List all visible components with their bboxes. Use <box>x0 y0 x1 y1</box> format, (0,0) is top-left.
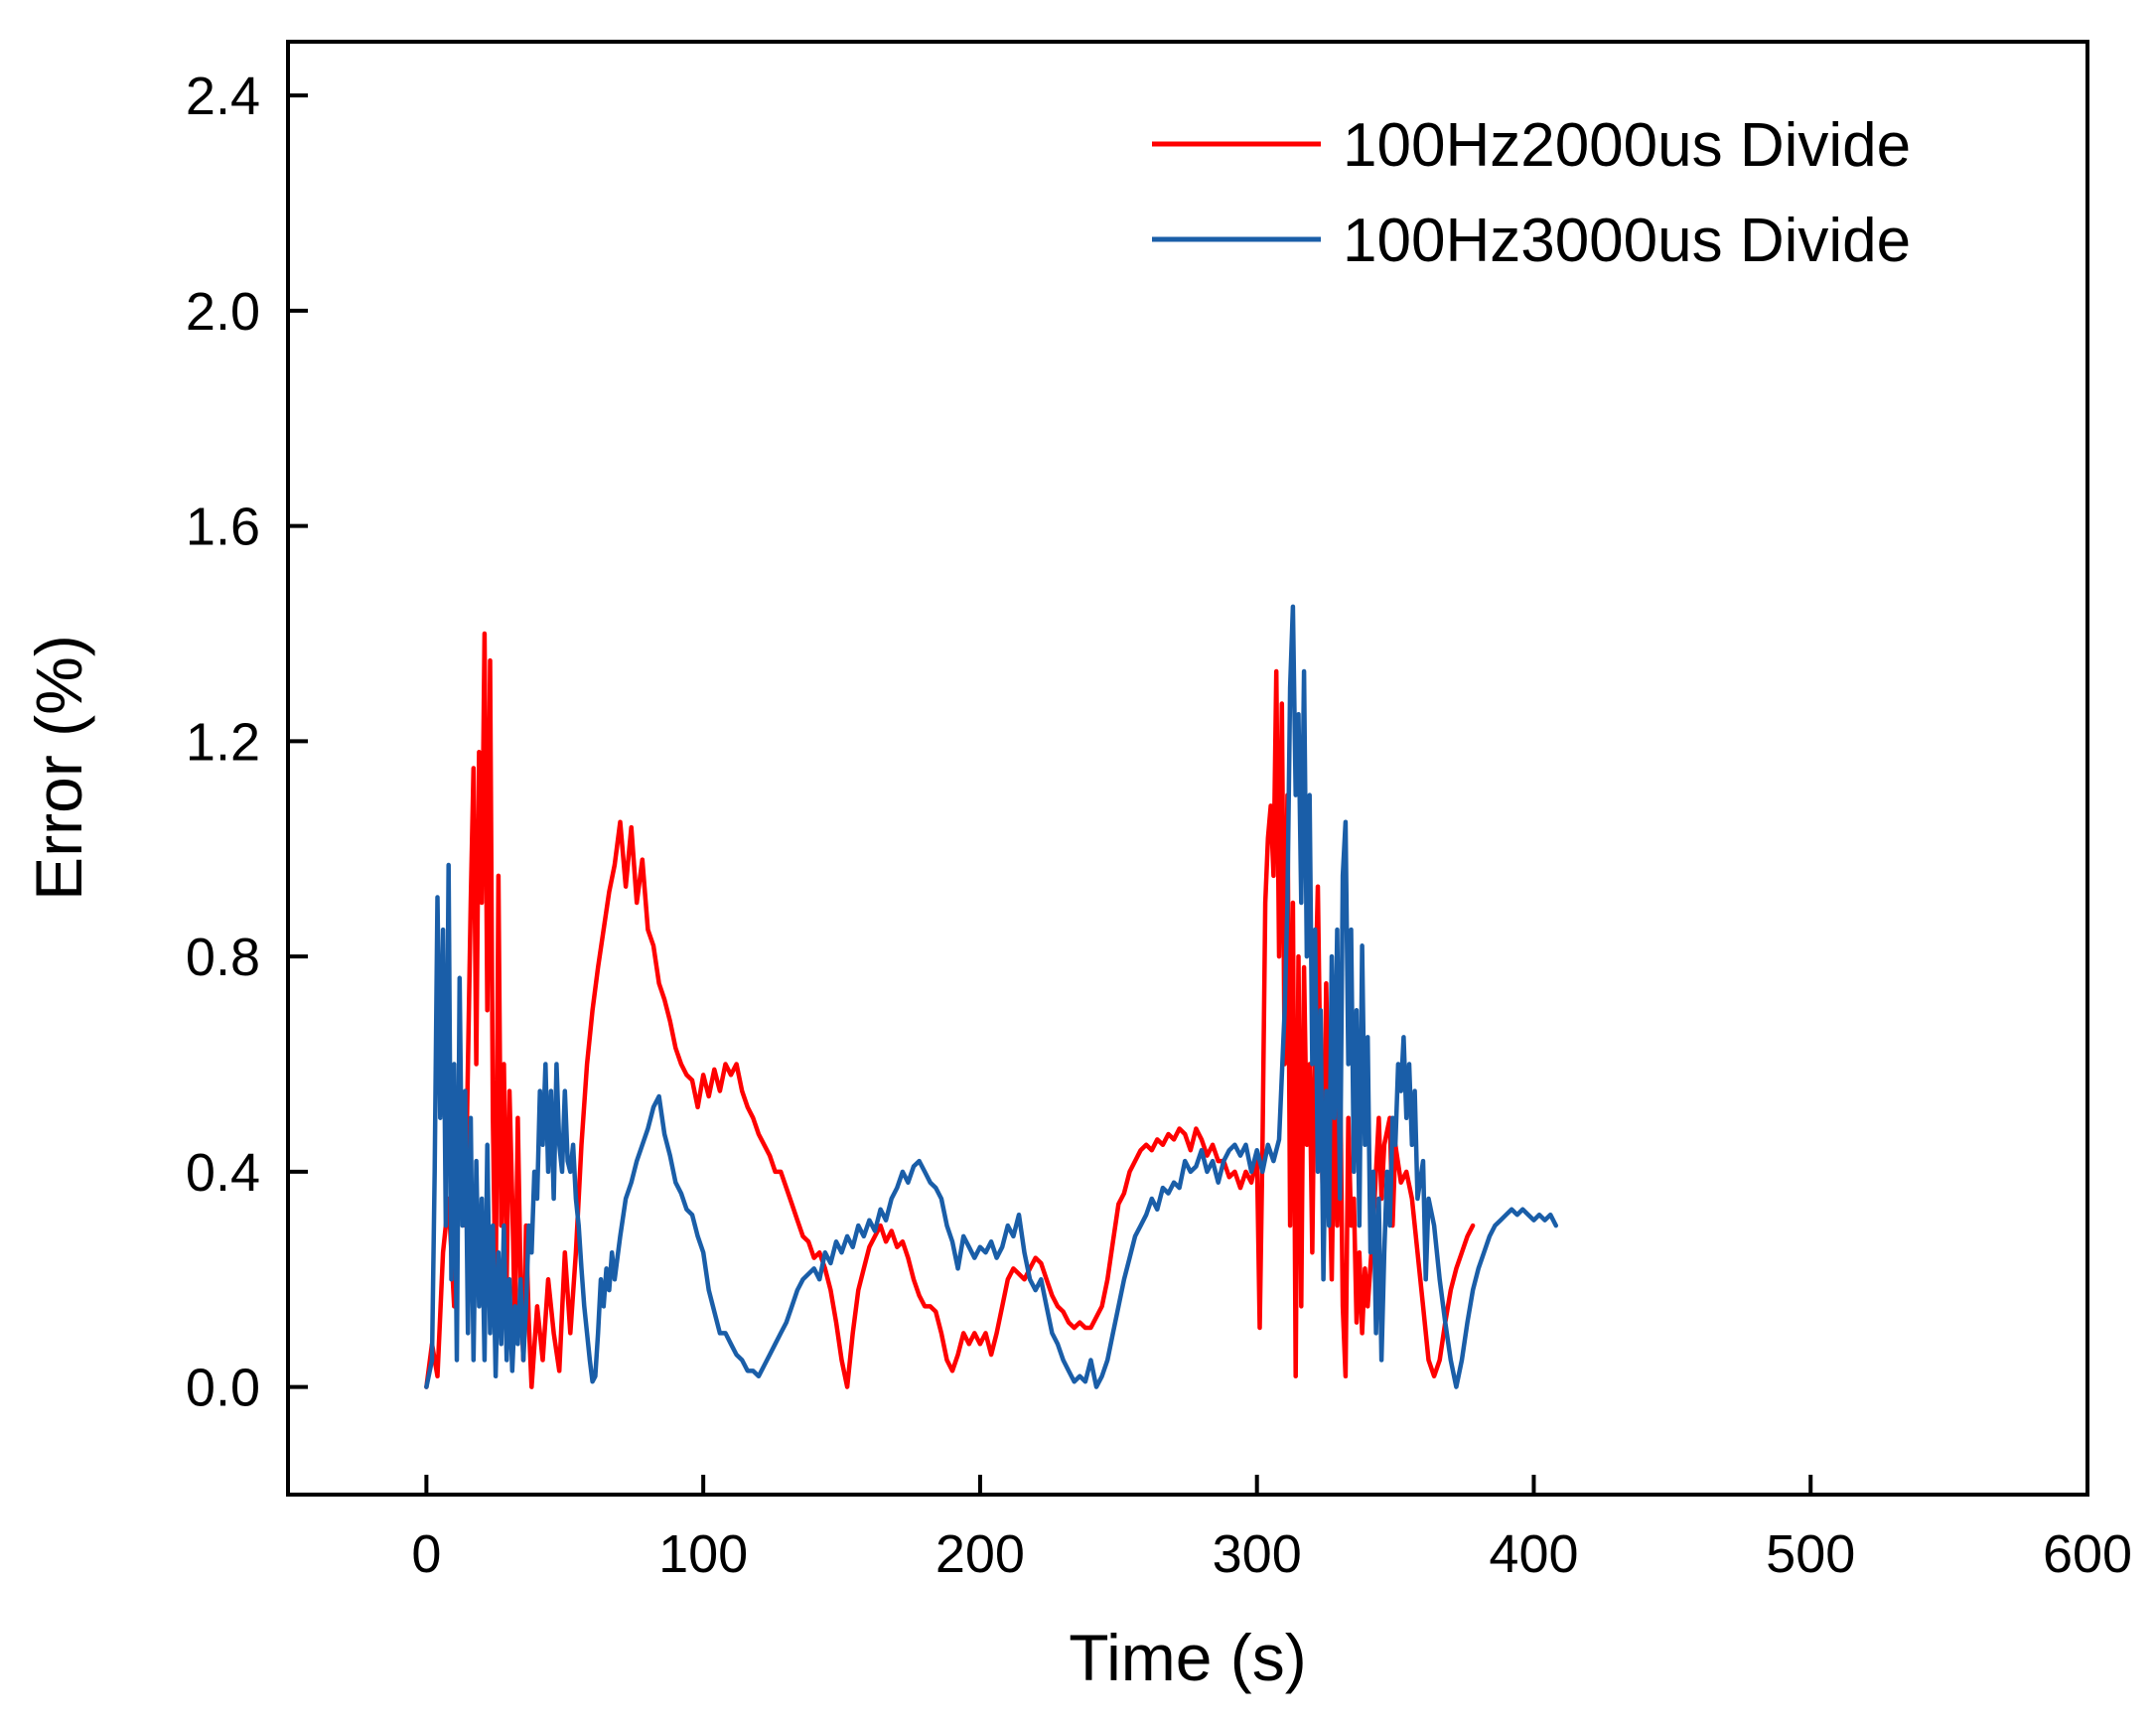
x-axis-ticks: 0 100 200 300 400 500 600 <box>411 1475 2132 1584</box>
legend-label-series-1: 100Hz2000us Divide <box>1343 111 1911 180</box>
x-tick-label: 600 <box>2043 1524 2132 1584</box>
y-tick-label: 1.2 <box>186 712 260 772</box>
series-layer <box>424 604 1559 1389</box>
x-tick-label: 200 <box>935 1524 1025 1584</box>
y-axis-title: Error (%) <box>22 635 95 901</box>
x-tick-label: 400 <box>1489 1524 1578 1584</box>
y-tick-label: 2.4 <box>186 67 260 126</box>
plot-frame <box>286 40 2089 1497</box>
x-tick-label: 100 <box>658 1524 748 1584</box>
y-axis-ticks: 0.0 0.4 0.8 1.2 1.6 2.0 2.4 <box>186 67 308 1418</box>
y-tick-label: 2.0 <box>186 282 260 342</box>
x-axis-title: Time (s) <box>1069 1621 1307 1694</box>
legend: 100Hz2000us Divide 100Hz3000us Divide <box>1152 111 1911 275</box>
y-tick-label: 0.0 <box>186 1359 260 1418</box>
x-tick-label: 500 <box>1766 1524 1855 1584</box>
x-tick-label: 0 <box>411 1524 441 1584</box>
x-tick-label: 300 <box>1213 1524 1302 1584</box>
legend-label-series-2: 100Hz3000us Divide <box>1343 207 1911 275</box>
y-tick-label: 0.8 <box>186 928 260 987</box>
series-line-2 <box>424 604 1559 1389</box>
y-tick-label: 0.4 <box>186 1143 260 1203</box>
y-tick-label: 1.6 <box>186 498 260 557</box>
